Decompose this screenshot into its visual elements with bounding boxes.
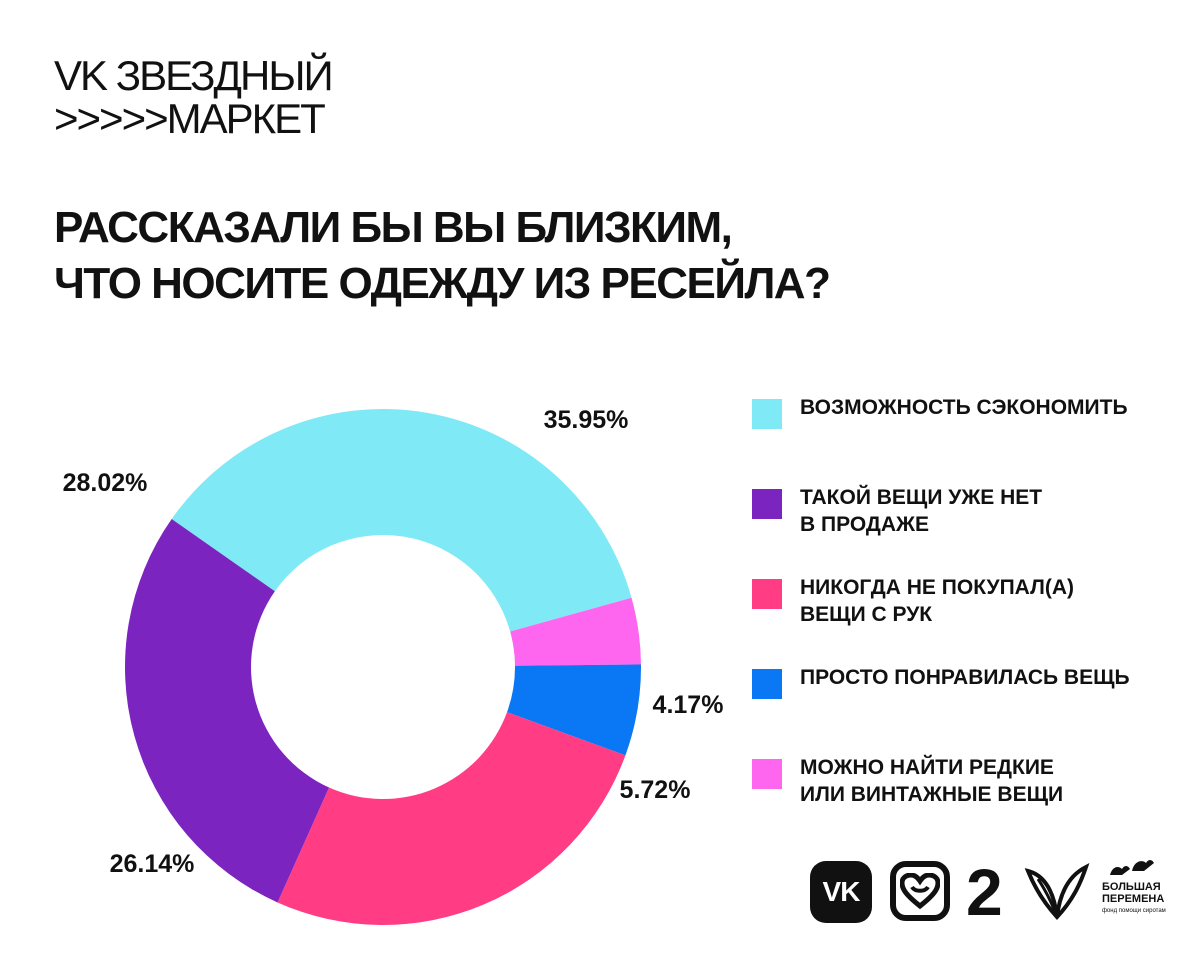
legend-swatch [752, 399, 782, 429]
slice-value-label: 28.02% [63, 469, 148, 497]
bp-tagline: фонд помощи сиротам [1102, 908, 1166, 914]
two-arrow-logo-icon: 2 [966, 855, 1003, 929]
legend-swatch [752, 579, 782, 609]
brand-line-1: VK ЗВЕЗДНЫЙ [54, 52, 334, 99]
legend-swatch [752, 759, 782, 789]
brand-line-2: >>>>>МАРКЕТ [54, 95, 326, 142]
partner-logos: VK 2 БОЛЬШАЯ ПЕРЕМЕНА фонд помощи сиротам [810, 855, 1170, 930]
slice-value-label: 5.72% [620, 776, 691, 804]
vk-logo-icon: VK [810, 861, 872, 923]
legend-item-rare-vintage: МОЖНО НАЙТИ РЕДКИЕ ИЛИ ВИНТАЖНЫЕ ВЕЩИ [752, 754, 1192, 844]
donut-slice [171, 408, 632, 632]
slice-value-label: 26.14% [110, 850, 195, 878]
legend-item-not-on-sale: ТАКОЙ ВЕЩИ УЖЕ НЕТ В ПРОДАЖЕ [752, 484, 1192, 574]
legend: ВОЗМОЖНОСТЬ СЭКОНОМИТЬ ТАКОЙ ВЕЩИ УЖЕ НЕ… [752, 394, 1192, 844]
legend-item-just-liked: ПРОСТО ПОНРАВИЛАСЬ ВЕЩЬ [752, 664, 1192, 754]
wing-logo-icon [1024, 863, 1090, 920]
chart-title: РАССКАЗАЛИ БЫ ВЫ БЛИЗКИМ, ЧТО НОСИТЕ ОДЕ… [54, 200, 831, 312]
donut-slice [510, 597, 641, 666]
heart-logo-icon [890, 861, 950, 921]
legend-label: ПРОСТО ПОНРАВИЛАСЬ ВЕЩЬ [800, 666, 1130, 689]
chart-title-line-2: ЧТО НОСИТЕ ОДЕЖДУ ИЗ РЕСЕЙЛА? [54, 259, 831, 308]
slice-value-label: 4.17% [653, 691, 724, 719]
brand-logo: VK ЗВЕЗДНЫЙ >>>>>МАРКЕТ [54, 52, 334, 142]
donut-slice [507, 664, 641, 756]
legend-label: НИКОГДА НЕ ПОКУПАЛ(А) ВЕЩИ С РУК [800, 576, 1074, 626]
chart-title-line-1: РАССКАЗАЛИ БЫ ВЫ БЛИЗКИМ, [54, 203, 733, 252]
donut-slice [124, 519, 330, 903]
legend-item-save: ВОЗМОЖНОСТЬ СЭКОНОМИТЬ [752, 394, 1192, 484]
legend-swatch [752, 489, 782, 519]
legend-item-never-bought: НИКОГДА НЕ ПОКУПАЛ(А) ВЕЩИ С РУК [752, 574, 1192, 664]
bp-name: БОЛЬШАЯ ПЕРЕМЕНА [1102, 881, 1165, 905]
donut-slice [277, 712, 626, 925]
legend-label: МОЖНО НАЙТИ РЕДКИЕ ИЛИ ВИНТАЖНЫЕ ВЕЩИ [800, 756, 1064, 806]
legend-label: ВОЗМОЖНОСТЬ СЭКОНОМИТЬ [800, 396, 1128, 419]
legend-swatch [752, 669, 782, 699]
birds-logo-icon: БОЛЬШАЯ ПЕРЕМЕНА фонд помощи сиротам [1102, 857, 1168, 929]
legend-label: ТАКОЙ ВЕЩИ УЖЕ НЕТ В ПРОДАЖЕ [800, 486, 1043, 536]
slice-value-label: 35.95% [544, 406, 629, 434]
